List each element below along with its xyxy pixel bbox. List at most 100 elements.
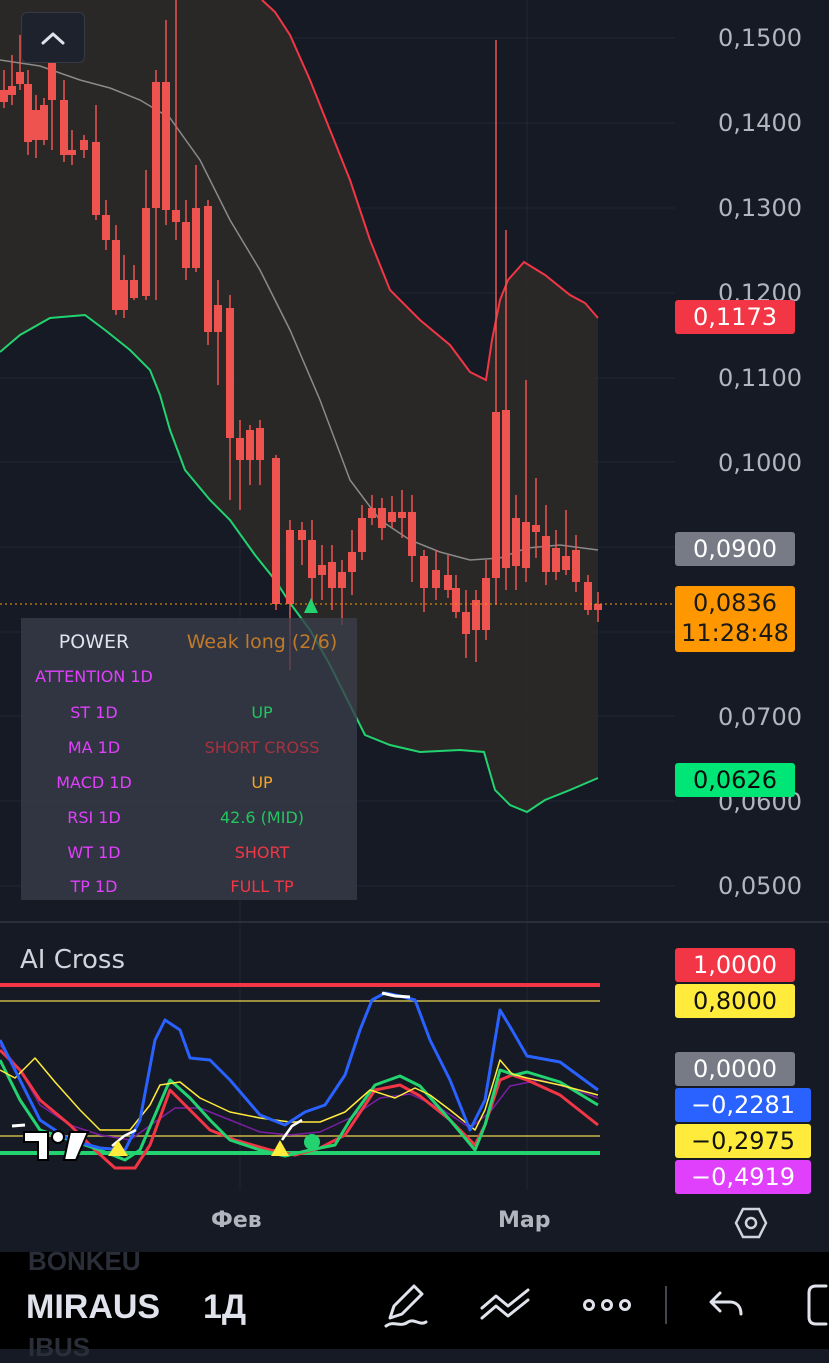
power-row-value: SHORT CROSS bbox=[204, 738, 320, 757]
bearish-candle bbox=[388, 512, 396, 522]
cross-highlight bbox=[11, 1123, 26, 1128]
bearish-candle bbox=[162, 82, 170, 210]
yellow-signal-line bbox=[0, 1057, 599, 1131]
bearish-candle bbox=[420, 556, 428, 588]
collapse-legend-button[interactable] bbox=[21, 12, 85, 63]
cross-highlight bbox=[381, 991, 411, 999]
bearish-candle bbox=[512, 518, 520, 566]
bearish-candle bbox=[68, 150, 76, 155]
cross-dot-icon bbox=[304, 1134, 320, 1150]
tradingview-logo-icon[interactable] bbox=[22, 1128, 94, 1164]
power-row-rsi: RSI 1D 42.6 (MID) bbox=[21, 808, 357, 842]
bearish-candle bbox=[130, 280, 138, 298]
bearish-candle bbox=[152, 82, 160, 208]
power-row-wt: WT 1D SHORT bbox=[21, 843, 357, 877]
price-axis-label: 0,0700 bbox=[718, 703, 802, 731]
trend-tools-icon[interactable] bbox=[478, 1286, 532, 1326]
bearish-candle bbox=[542, 536, 550, 572]
bearish-candle bbox=[204, 206, 212, 332]
price-axis-label: 0,1000 bbox=[718, 449, 802, 477]
bearish-candle bbox=[348, 552, 356, 572]
bearish-candle bbox=[214, 305, 222, 332]
power-row-attention: ATTENTION 1D bbox=[21, 668, 357, 702]
symbol-selector[interactable]: MIRAUS bbox=[26, 1288, 161, 1326]
bearish-candle bbox=[112, 240, 120, 310]
indicator-title[interactable]: AI Cross bbox=[20, 945, 125, 975]
lower-band-price-tag: 0,0626 bbox=[675, 763, 795, 797]
toolbar-divider bbox=[665, 1286, 667, 1324]
undo-icon[interactable] bbox=[706, 1288, 746, 1324]
bearish-candle bbox=[398, 512, 406, 518]
bearish-candle bbox=[272, 458, 280, 604]
current-price-tag: 0,0836 11:28:48 bbox=[675, 586, 795, 652]
settings-hexagon-icon[interactable] bbox=[734, 1206, 768, 1240]
bearish-candle bbox=[246, 430, 254, 460]
price-axis-label: 0,1400 bbox=[718, 109, 802, 137]
bearish-candle bbox=[368, 508, 376, 518]
power-row-label: MACD 1D bbox=[56, 773, 132, 792]
bearish-candle bbox=[102, 215, 110, 240]
upper-bollinger-band bbox=[261, 0, 599, 382]
chevron-up-icon bbox=[41, 32, 65, 44]
power-row-label: RSI 1D bbox=[67, 808, 121, 827]
bearish-candle bbox=[256, 428, 264, 460]
power-header-row: POWER Weak long (2/6) bbox=[21, 624, 357, 660]
bearish-candle bbox=[472, 600, 480, 630]
indicator-tag: −0,2281 bbox=[675, 1088, 811, 1122]
power-row-label: ST 1D bbox=[70, 703, 118, 722]
cross-highlight bbox=[280, 1118, 303, 1141]
bearish-candle bbox=[298, 530, 306, 540]
bearish-candle bbox=[358, 518, 366, 552]
bearish-candle bbox=[594, 604, 602, 610]
bearish-candle bbox=[172, 210, 180, 222]
x-axis-label: Мар bbox=[498, 1208, 551, 1233]
power-row-st: ST 1D UP bbox=[21, 703, 357, 737]
bollinger-band-fill bbox=[0, 0, 598, 812]
power-row-value: FULL TP bbox=[230, 877, 294, 896]
buy-signal-icon bbox=[304, 598, 318, 613]
bearish-candle bbox=[378, 508, 386, 528]
interval-selector[interactable]: 1Д bbox=[203, 1288, 247, 1326]
power-header-label: POWER bbox=[58, 631, 130, 653]
ghost-symbol-below: IBUS bbox=[28, 1332, 91, 1362]
bearish-candle bbox=[80, 140, 88, 150]
price-axis-label: 0,0500 bbox=[718, 872, 802, 900]
bearish-candle bbox=[226, 308, 234, 438]
indicator-tag: 1,0000 bbox=[675, 948, 795, 982]
power-row-value: 42.6 (MID) bbox=[219, 808, 305, 827]
bearish-candle bbox=[492, 412, 500, 578]
indicator-tag: 0,0000 bbox=[675, 1052, 795, 1086]
bearish-candle bbox=[432, 570, 440, 588]
cross-signal-icon bbox=[271, 1140, 289, 1156]
bearish-candle bbox=[286, 530, 294, 604]
bearish-candle bbox=[584, 582, 592, 610]
bearish-candle bbox=[338, 572, 346, 588]
bearish-candle bbox=[532, 525, 540, 532]
cross-signal-icon bbox=[108, 1140, 128, 1156]
more-icon[interactable] bbox=[582, 1298, 632, 1312]
blue-signal-line bbox=[0, 991, 599, 1152]
power-row-value: UP bbox=[251, 773, 273, 792]
bearish-candle bbox=[328, 562, 336, 588]
cross-highlight bbox=[111, 1128, 137, 1147]
bearish-candle bbox=[318, 565, 326, 575]
fullscreen-icon[interactable] bbox=[804, 1282, 829, 1328]
purple-signal-line bbox=[0, 1044, 599, 1141]
power-row-value: UP bbox=[251, 703, 273, 722]
price-axis-label: 0,1100 bbox=[718, 364, 802, 392]
bearish-candle bbox=[408, 512, 416, 556]
bearish-candle bbox=[572, 550, 580, 582]
pencil-icon[interactable] bbox=[380, 1280, 430, 1330]
bottom-toolbar: BONKEU IBUS MIRAUS 1Д bbox=[0, 1246, 829, 1362]
bearish-candle bbox=[24, 84, 32, 142]
bearish-candle bbox=[562, 556, 570, 570]
power-row-label: MA 1D bbox=[67, 738, 121, 757]
upper-band-price-tag: 0,1173 bbox=[675, 300, 795, 334]
bearish-candle bbox=[60, 100, 68, 155]
bearish-candle bbox=[48, 60, 56, 100]
power-row-label: TP 1D bbox=[70, 877, 118, 896]
power-row-ma: MA 1D SHORT CROSS bbox=[21, 738, 357, 772]
bar-countdown: 11:28:48 bbox=[681, 619, 789, 647]
current-price-value: 0,0836 bbox=[693, 589, 777, 617]
